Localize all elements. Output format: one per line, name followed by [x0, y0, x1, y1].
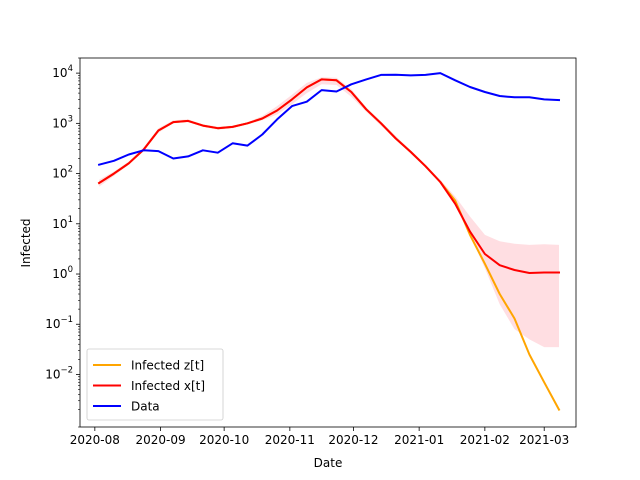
x-tick-label: 2021-02 [460, 433, 510, 447]
y-tick-label: 101 [52, 215, 73, 231]
x-tick-label: 2020-11 [265, 433, 315, 447]
y-tick-label: 104 [52, 64, 73, 80]
legend-items: Infected z[t] Infected x[t] Data [93, 359, 205, 414]
x-tick-label: 2021-03 [519, 433, 569, 447]
series-line-data [97, 72, 561, 166]
plot-area-frame [79, 57, 577, 428]
y-tick-label: 10−2 [45, 365, 73, 381]
y-axis-ticks: 10−2 10−1 100 101 102 103 104 [45, 57, 80, 428]
series-line-infected-x-t [97, 78, 560, 274]
y-tick-label: 10−1 [45, 315, 73, 331]
y-axis-label: Infected [19, 218, 33, 267]
x-axis-ticks: 2020-08 2020-09 2020-10 2020-11 2020-12 2021-… [70, 427, 569, 447]
legend-label: Infected x[t] [131, 379, 205, 393]
y-tick-label: 100 [52, 265, 73, 281]
x-tick-label: 2020-09 [135, 433, 185, 447]
confidence-band [99, 77, 559, 348]
confidence-band-layer [99, 77, 559, 348]
x-tick-label: 2021-01 [394, 433, 444, 447]
legend-label: Infected z[t] [131, 359, 204, 373]
legend-box [86, 348, 224, 421]
y-tick-label: 103 [52, 114, 73, 130]
x-tick-label: 2020-08 [70, 433, 120, 447]
y-tick-label: 102 [52, 165, 73, 181]
x-tick-label: 2020-10 [199, 433, 249, 447]
series-layer [97, 72, 561, 411]
legend-label: Data [131, 400, 160, 414]
x-tick-label: 2020-12 [328, 433, 378, 447]
legend: Infected z[t] Infected x[t] Data [86, 348, 224, 421]
x-axis-label: Date [314, 456, 343, 470]
